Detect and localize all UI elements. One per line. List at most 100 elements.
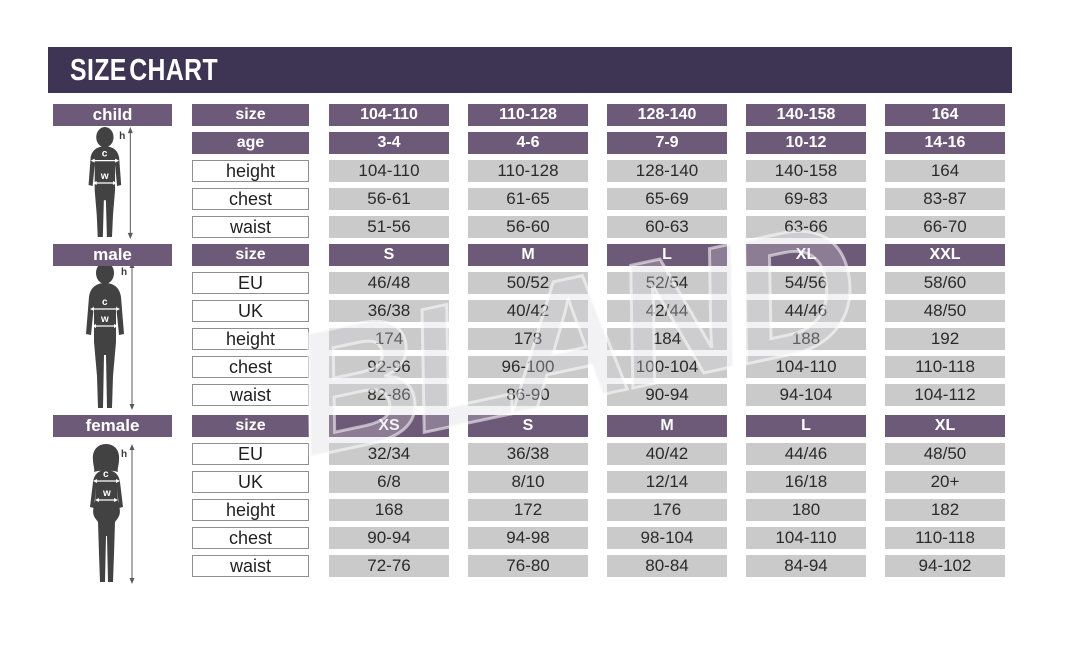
row-label: UK: [192, 300, 309, 322]
value-cell: 168: [329, 499, 449, 521]
section-label-female: female: [53, 415, 172, 437]
value-cell: 32/34: [329, 443, 449, 465]
value-cell: 16/18: [746, 471, 866, 493]
value-cell: 80-84: [607, 555, 727, 577]
value-cell: 104-112: [885, 384, 1005, 406]
section-label-child: child: [53, 104, 172, 126]
chest-marker: c: [103, 469, 109, 480]
value-cell: 63-66: [746, 216, 866, 238]
value-cell: 104-110: [329, 104, 449, 126]
figure-child: h c w: [84, 127, 140, 239]
child-silhouette-icon: h c w: [88, 127, 133, 239]
value-cell: 104-110: [746, 527, 866, 549]
value-cell: 4-6: [468, 132, 588, 154]
value-cell: 94-104: [746, 384, 866, 406]
value-cell: 56-61: [329, 188, 449, 210]
row-label: UK: [192, 471, 309, 493]
height-marker: h: [121, 449, 127, 460]
row-label: chest: [192, 356, 309, 378]
value-cell: 94-102: [885, 555, 1005, 577]
value-cell: 104-110: [746, 356, 866, 378]
figure-male: h c w: [84, 262, 140, 410]
chest-marker: c: [102, 297, 108, 308]
value-cell: 40/42: [468, 300, 588, 322]
value-cell: 110-128: [468, 104, 588, 126]
value-cell: 10-12: [746, 132, 866, 154]
value-cell: 69-83: [746, 188, 866, 210]
page-title: SIZE CHART: [70, 52, 218, 87]
value-cell: 76-80: [468, 555, 588, 577]
row-label: EU: [192, 443, 309, 465]
size-table-female: size XS S M L XL EU 32/34 36/38 40/42 44…: [192, 415, 1005, 577]
value-cell: S: [468, 415, 588, 437]
value-cell: 48/50: [885, 443, 1005, 465]
row-label: chest: [192, 527, 309, 549]
row-label: size: [192, 104, 309, 126]
value-cell: 128-140: [607, 104, 727, 126]
value-cell: 178: [468, 328, 588, 350]
value-cell: 60-63: [607, 216, 727, 238]
value-cell: 184: [607, 328, 727, 350]
value-cell: 3-4: [329, 132, 449, 154]
value-cell: 36/38: [468, 443, 588, 465]
value-cell: 90-94: [607, 384, 727, 406]
value-cell: L: [746, 415, 866, 437]
value-cell: 128-140: [607, 160, 727, 182]
value-cell: 180: [746, 499, 866, 521]
value-cell: 98-104: [607, 527, 727, 549]
value-cell: 96-100: [468, 356, 588, 378]
height-marker: h: [119, 131, 125, 142]
value-cell: 110-118: [885, 356, 1005, 378]
row-label: height: [192, 499, 309, 521]
value-cell: S: [329, 244, 449, 266]
value-cell: 110-128: [468, 160, 588, 182]
value-cell: 82-86: [329, 384, 449, 406]
value-cell: 50/52: [468, 272, 588, 294]
waist-marker: w: [100, 314, 109, 325]
row-label: waist: [192, 384, 309, 406]
row-label: chest: [192, 188, 309, 210]
value-cell: 42/44: [607, 300, 727, 322]
value-cell: 66-70: [885, 216, 1005, 238]
waist-marker: w: [100, 171, 109, 182]
value-cell: L: [607, 244, 727, 266]
value-cell: 94-98: [468, 527, 588, 549]
value-cell: XL: [746, 244, 866, 266]
value-cell: 52/54: [607, 272, 727, 294]
row-label: waist: [192, 216, 309, 238]
row-label: size: [192, 415, 309, 437]
row-label: age: [192, 132, 309, 154]
height-marker: h: [121, 267, 127, 278]
value-cell: 110-118: [885, 527, 1005, 549]
value-cell: 14-16: [885, 132, 1005, 154]
value-cell: 84-94: [746, 555, 866, 577]
value-cell: 164: [885, 104, 1005, 126]
value-cell: 51-56: [329, 216, 449, 238]
value-cell: 40/42: [607, 443, 727, 465]
row-label: height: [192, 328, 309, 350]
value-cell: 46/48: [329, 272, 449, 294]
value-cell: 44/46: [746, 443, 866, 465]
chest-marker: c: [102, 149, 108, 160]
row-label: EU: [192, 272, 309, 294]
section-label-male: male: [53, 244, 172, 266]
value-cell: 172: [468, 499, 588, 521]
value-cell: XS: [329, 415, 449, 437]
value-cell: 100-104: [607, 356, 727, 378]
figure-female: h c w: [86, 444, 140, 584]
value-cell: 7-9: [607, 132, 727, 154]
value-cell: XL: [885, 415, 1005, 437]
value-cell: 92-96: [329, 356, 449, 378]
row-label: size: [192, 244, 309, 266]
value-cell: 20+: [885, 471, 1005, 493]
value-cell: 12/14: [607, 471, 727, 493]
value-cell: 72-76: [329, 555, 449, 577]
value-cell: 192: [885, 328, 1005, 350]
value-cell: 174: [329, 328, 449, 350]
value-cell: 48/50: [885, 300, 1005, 322]
value-cell: 188: [746, 328, 866, 350]
value-cell: 36/38: [329, 300, 449, 322]
value-cell: XXL: [885, 244, 1005, 266]
value-cell: 65-69: [607, 188, 727, 210]
value-cell: 104-110: [329, 160, 449, 182]
